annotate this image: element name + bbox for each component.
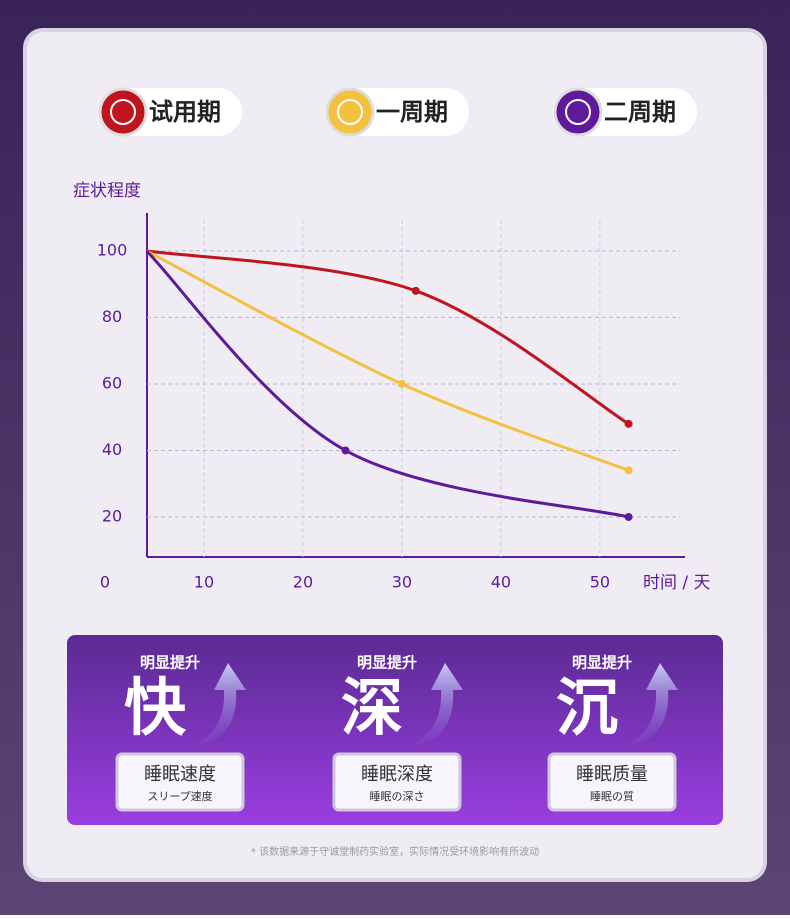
y-tick-label: 60: [102, 373, 122, 392]
x-tick-label: 0: [100, 573, 110, 592]
point: [397, 379, 406, 388]
panel-caption: 明显提升: [140, 654, 200, 672]
arrow-up: [192, 663, 246, 745]
x-tick-label: 40: [491, 573, 511, 592]
panel-button: [547, 752, 677, 812]
panel-label: 睡眠速度: [144, 764, 216, 785]
panel-sublabel: スリープ速度: [147, 789, 212, 803]
panel-word: 沉: [556, 671, 618, 744]
panel-button: [332, 752, 462, 812]
point: [341, 446, 350, 455]
panel-caption: 明显提升: [357, 654, 417, 672]
legend-icon: [98, 87, 148, 137]
legend-icon-face: [565, 99, 591, 125]
y-axis-label: 症状程度: [73, 181, 141, 201]
arrow-up: [409, 663, 463, 745]
x-tick-label: 10: [194, 573, 214, 592]
x-axis-label: 时间 / 天: [643, 573, 711, 593]
panel-label: 睡眠质量: [576, 764, 648, 785]
panel-sublabel: 睡眠の質: [590, 789, 634, 803]
legend-icon-face: [110, 99, 136, 125]
y-tick-label: 100: [97, 240, 128, 259]
y-tick-label: 20: [102, 506, 122, 525]
x-tick-label: 20: [293, 573, 313, 592]
footnote: * 该数据来源于守诚堂制药实验室，实际情况受环境影响有所波动: [251, 845, 539, 858]
y-tick-label: 80: [102, 307, 122, 326]
panel-sublabel: 睡眠の深さ: [370, 790, 425, 803]
x-tick-label: 30: [392, 573, 412, 592]
legend-icon-face: [337, 99, 363, 125]
y-tick-label: 40: [102, 440, 122, 459]
panel-word: 深: [341, 671, 403, 744]
point: [624, 466, 633, 475]
point: [624, 419, 633, 428]
arrow-up: [624, 663, 678, 745]
legend-label: 二周期: [604, 98, 676, 126]
legend-label: 试用期: [149, 98, 221, 126]
legend-label: 一周期: [376, 98, 448, 126]
panel-button: [115, 752, 245, 812]
point: [411, 286, 420, 295]
panel-word: 快: [124, 671, 187, 744]
legend-icon: [553, 87, 603, 137]
panel-label: 睡眠深度: [361, 764, 433, 785]
x-tick-label: 50: [590, 573, 610, 592]
legend-icon: [325, 87, 375, 137]
point: [624, 512, 633, 521]
panel-caption: 明显提升: [572, 654, 632, 672]
